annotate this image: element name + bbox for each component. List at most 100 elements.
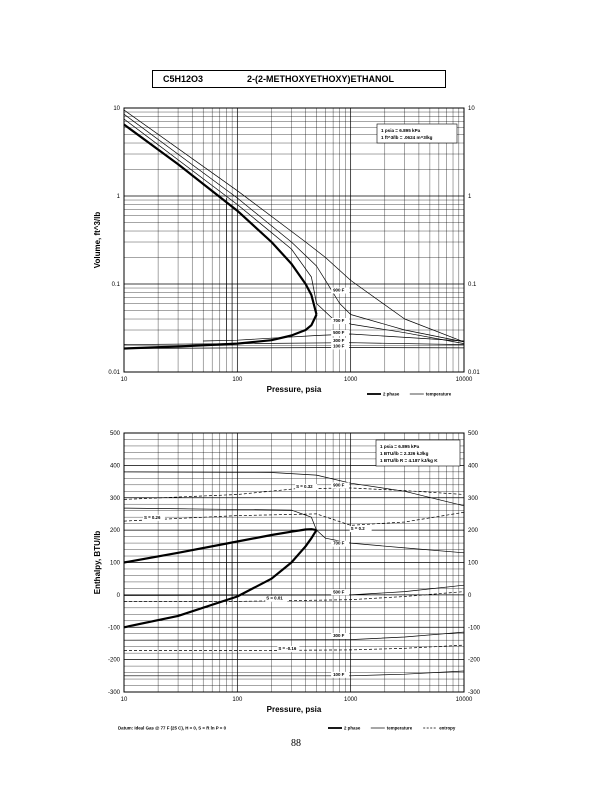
units-note: 1 BTU/lb R = 4.187 kJ/kg K: [380, 458, 438, 463]
page-number: 88: [291, 738, 301, 749]
isotherm-line: [123, 347, 465, 349]
legend-label: 2 phase: [344, 726, 361, 731]
x-axis-label: Pressure, psia: [267, 705, 322, 714]
y-tick-label-right: 500: [468, 431, 479, 437]
isotherm-line: [123, 507, 465, 554]
y-tick-label-left: 500: [110, 431, 121, 437]
y-tick-label-left: 10: [113, 106, 120, 112]
isotherm-label: 700 F: [333, 541, 345, 546]
label-backdrop: [265, 595, 288, 602]
isotherm-label: 100 F: [333, 343, 345, 348]
y-tick-label-left: -300: [108, 690, 121, 696]
plot-frame: [123, 107, 465, 373]
chemical-name: 2-(2-METHOXYETHOXY)ETHANOL: [247, 74, 395, 84]
y-tick-label-left: -200: [108, 658, 121, 664]
entropy-line: [124, 591, 465, 602]
y-tick-label-right: 100: [468, 561, 479, 567]
y-tick-label-right: 10: [468, 106, 475, 112]
entropy-label: S = 0.26: [144, 515, 161, 520]
y-tick-label-right: -200: [468, 658, 481, 664]
units-note: 1 psia = 6.895 kPa: [381, 128, 421, 133]
legend-label: temperature: [387, 726, 413, 731]
label-backdrop: [331, 482, 350, 489]
y-tick-label-right: 0.01: [468, 370, 480, 376]
x-tick-label: 100: [232, 377, 243, 383]
entropy-label: S = 0.32: [296, 484, 313, 489]
isotherm-line: [123, 342, 465, 345]
label-backdrop: [331, 589, 350, 596]
two-phase-liquid-line: [123, 529, 318, 629]
x-tick-label: 100: [232, 697, 243, 703]
entropy-label: S = 0.01: [266, 596, 283, 601]
isotherm-line: [203, 333, 465, 342]
entropy-line: [123, 511, 465, 526]
y-tick-label-right: 200: [468, 528, 479, 534]
isotherm-line: [123, 118, 465, 344]
label-backdrop: [349, 526, 372, 533]
y-tick-label-right: 1: [468, 194, 472, 200]
x-tick-label: 10000: [456, 697, 473, 703]
label-backdrop: [331, 632, 350, 639]
x-tick-label: 10: [121, 377, 128, 383]
isotherm-label: 900 F: [333, 482, 345, 487]
label-backdrop: [331, 317, 350, 324]
isotherm-label: 300 F: [333, 633, 345, 638]
label-backdrop: [142, 514, 165, 521]
y-tick-label-left: 200: [110, 528, 121, 534]
x-axis-label: Pressure, psia: [267, 385, 322, 394]
isotherm-label: 900 F: [333, 288, 345, 293]
legend-label: entropy: [439, 726, 456, 731]
isotherm-line: [123, 631, 465, 641]
entropy-label: S = 0.2: [351, 526, 366, 531]
x-tick-label: 1000: [344, 377, 358, 383]
units-note: 1 BTU/lb = 2.326 kJ/kg: [380, 451, 429, 456]
y-tick-label-left: 0.1: [112, 282, 121, 288]
entropy-line: [123, 487, 465, 500]
label-backdrop: [277, 645, 300, 652]
isotherm-line: [124, 670, 465, 677]
chart-title-box: C5H12O3 2-(2-METHOXYETHOXY)ETHANOL: [152, 70, 446, 88]
isotherm-label: 100 F: [333, 672, 345, 677]
x-tick-label: 1000: [344, 697, 358, 703]
y-tick-label-left: 0.01: [108, 370, 120, 376]
y-tick-label-right: 0: [468, 593, 472, 599]
isotherm-line: [123, 471, 465, 507]
isotherm-label: 500 F: [333, 330, 345, 335]
isotherm-label: 300 F: [333, 338, 345, 343]
entropy-line: [124, 644, 465, 651]
y-tick-label-left: 300: [110, 496, 121, 502]
legend-label: temperature: [426, 392, 452, 397]
y-tick-label-right: 0.1: [468, 282, 477, 288]
y-axis-label: Volume, ft^3/lb: [93, 212, 102, 269]
two-phase-vapor-line: [123, 528, 317, 564]
isotherm-line: [123, 584, 465, 596]
y-tick-label-left: 0: [117, 593, 121, 599]
datum-note: Datum: Ideal Gas @ 77 F (25 C), H = 0, S…: [118, 726, 227, 731]
x-tick-label: 10: [121, 697, 128, 703]
units-note-box: [376, 123, 458, 144]
isotherm-line: [123, 109, 465, 343]
label-backdrop: [331, 343, 350, 350]
y-tick-label-left: 100: [110, 561, 121, 567]
entropy-label: S = -0.16: [278, 646, 296, 651]
y-tick-label-right: -300: [468, 690, 481, 696]
label-backdrop: [331, 540, 350, 547]
label-backdrop: [331, 287, 350, 294]
units-note-box: [375, 439, 461, 467]
isotherm-label: 500 F: [333, 589, 345, 594]
y-tick-label-right: -100: [468, 625, 481, 631]
x-tick-label: 10000: [456, 377, 473, 383]
chemical-formula: C5H12O3: [163, 74, 204, 84]
isotherm-line: [123, 113, 465, 343]
y-tick-label-left: 1: [117, 194, 121, 200]
units-note: 1 ft^3/lb = .0624 m^3/kg: [381, 135, 433, 140]
y-tick-label-left: 400: [110, 463, 121, 469]
y-tick-label-left: -100: [108, 625, 121, 631]
label-backdrop: [331, 671, 350, 678]
y-tick-label-right: 300: [468, 496, 479, 502]
legend-label: 2 phase: [383, 392, 400, 397]
label-backdrop: [331, 337, 350, 344]
two-phase-vapor-line: [123, 123, 318, 315]
